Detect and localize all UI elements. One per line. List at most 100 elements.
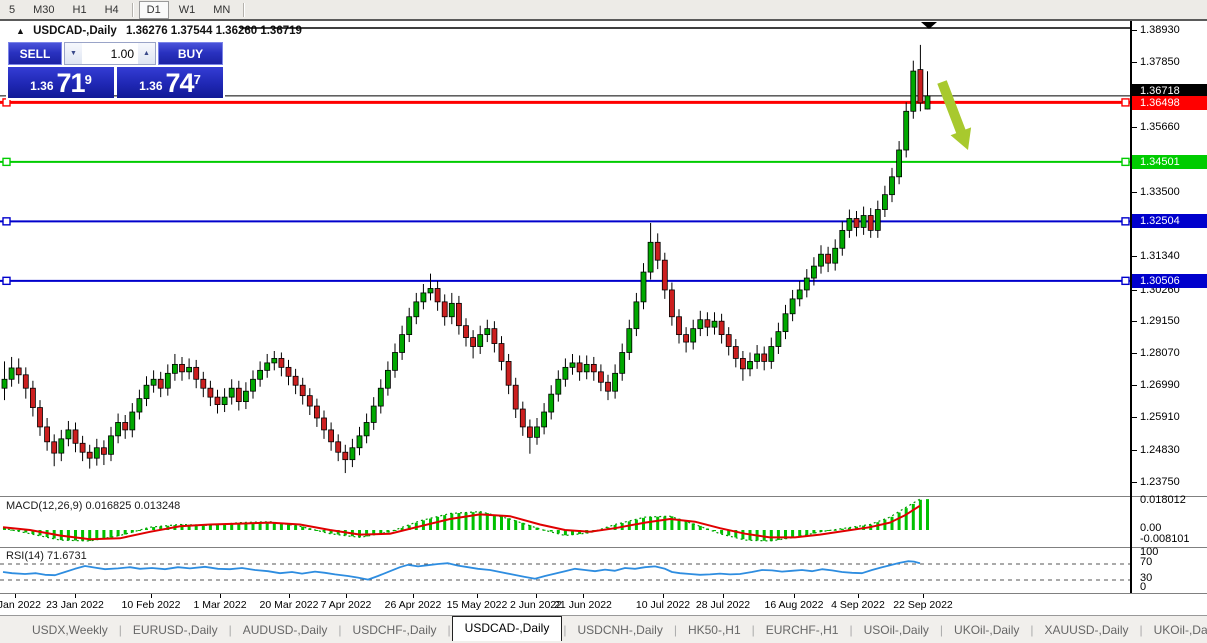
volume-input[interactable] xyxy=(82,43,138,64)
hline-handle[interactable] xyxy=(2,217,11,226)
timeframe-button-h4[interactable]: H4 xyxy=(104,3,119,16)
sell-button[interactable]: SELL xyxy=(8,42,62,65)
axis-tick xyxy=(1132,256,1137,257)
volume-increase-button[interactable]: ▲ xyxy=(138,43,155,64)
candle-body xyxy=(882,194,888,210)
timeframe-button-mn[interactable]: MN xyxy=(213,3,231,16)
candle-body xyxy=(839,229,846,249)
candle-body xyxy=(250,378,256,392)
hline-handle[interactable] xyxy=(1121,157,1130,167)
candle-body xyxy=(818,253,824,267)
candle-body xyxy=(51,441,58,454)
chart-tab-ukoil-da[interactable]: UKOil-,Da xyxy=(1153,622,1207,637)
candle-body xyxy=(796,289,803,300)
macd-histogram-bar xyxy=(407,525,411,530)
chart-tab-usdchf-daily[interactable]: USDCHF-,Daily xyxy=(352,622,437,637)
timeframe-button-m30[interactable]: M30 xyxy=(33,3,55,16)
candle-body xyxy=(697,319,704,330)
candle-body xyxy=(356,435,363,449)
macd-histogram-bar xyxy=(571,530,574,535)
candle-body xyxy=(768,346,775,362)
price-tick-label: 1.35660 xyxy=(1140,121,1180,133)
date-axis[interactable]: 4 Jan 2022 23 Jan 2022 10 Feb 2022 1 Mar 20… xyxy=(0,594,1130,615)
chart-tab-usdcad-daily[interactable]: USDCAD-,Daily xyxy=(451,616,563,641)
macd-histogram-bar xyxy=(904,508,908,530)
candle-body xyxy=(413,301,420,318)
collapse-panel-icon[interactable]: ▲ xyxy=(16,26,25,36)
candle-body xyxy=(896,149,902,178)
toolbar-separator xyxy=(243,2,246,17)
chart-tab-hk50-h1[interactable]: HK50-,H1 xyxy=(687,622,741,637)
chart-tab-usdx-weekly[interactable]: USDX,Weekly xyxy=(32,622,108,637)
macd-splitter[interactable] xyxy=(0,496,1207,497)
date-axis-border xyxy=(0,593,1207,594)
candle-body xyxy=(661,259,668,291)
macd-axis-label: -0.008101 xyxy=(1140,533,1190,545)
chart-tab-xauusd-daily[interactable]: XAUUSD-,Daily xyxy=(1044,622,1129,637)
macd-histogram-bar xyxy=(649,516,653,530)
chart-tab-usdcnh-daily[interactable]: USDCNH-,Daily xyxy=(577,622,663,637)
candle-body xyxy=(924,95,931,110)
hline-handle[interactable] xyxy=(1121,276,1130,286)
annotation-arrow[interactable] xyxy=(937,80,972,150)
hline-handle[interactable] xyxy=(2,157,11,167)
sell-price-tile[interactable]: 1.36 71 9 xyxy=(8,67,114,98)
date-tick xyxy=(477,594,478,598)
hline-handle[interactable] xyxy=(2,98,11,107)
rsi-indicator-panel[interactable] xyxy=(0,548,1130,593)
hline-handle[interactable] xyxy=(1121,217,1130,226)
buy-price-tile[interactable]: 1.36 74 7 xyxy=(117,67,223,98)
date-label: 20 Mar 2022 xyxy=(259,599,319,611)
arrow-down-marker-icon[interactable] xyxy=(921,22,937,29)
date-tick xyxy=(151,594,152,598)
macd-histogram-bar xyxy=(216,524,219,530)
chart-window: ▲ USDCAD-,Daily 1.36276 1.37544 1.36260 … xyxy=(0,21,1207,615)
price-axis[interactable]: 1.38930 1.37850 1.35660 1.33500 1.31340 1.302… xyxy=(1132,21,1207,615)
candle-body xyxy=(548,393,555,413)
chart-tab-eurchf-h1[interactable]: EURCHF-,H1 xyxy=(765,622,839,637)
main-price-chart[interactable] xyxy=(0,21,1130,497)
tab-separator: | xyxy=(338,622,342,637)
chart-tab-eurusd-daily[interactable]: EURUSD-,Daily xyxy=(132,622,218,637)
macd-histogram-bar xyxy=(279,523,283,530)
sell-price-big: 71 xyxy=(56,68,86,98)
timeframe-button-d1[interactable]: D1 xyxy=(138,0,169,19)
candle-body xyxy=(754,353,760,362)
macd-indicator-panel[interactable] xyxy=(0,498,1130,547)
candle-body xyxy=(278,358,285,368)
macd-histogram-bar xyxy=(847,527,851,530)
rsi-splitter[interactable] xyxy=(0,547,1207,548)
chart-tab-usoil-daily[interactable]: USOil-,Daily xyxy=(863,622,929,637)
tab-separator: | xyxy=(563,622,567,637)
chart-tab-ukoil-daily[interactable]: UKOil-,Daily xyxy=(954,622,1020,637)
candle-body xyxy=(136,398,143,413)
candle-body xyxy=(605,381,611,392)
candle-body xyxy=(455,302,462,327)
candle-body xyxy=(235,387,242,403)
buy-button[interactable]: BUY xyxy=(158,42,223,65)
macd-histogram-bar xyxy=(329,530,333,534)
candle-body xyxy=(427,288,434,294)
candle-body xyxy=(647,241,654,273)
hline-handle[interactable] xyxy=(1121,98,1130,107)
macd-histogram-bar xyxy=(81,530,85,541)
candle-body xyxy=(321,417,327,431)
macd-histogram-bar xyxy=(152,527,156,530)
macd-histogram-bar xyxy=(223,524,227,530)
macd-histogram-bar xyxy=(528,525,532,530)
candle-body xyxy=(143,384,150,400)
chart-tab-audusd-daily[interactable]: AUDUSD-,Daily xyxy=(242,622,328,637)
volume-decrease-button[interactable]: ▼ xyxy=(65,43,82,64)
timeframe-button-w1[interactable]: W1 xyxy=(178,3,196,16)
timeframe-button-5[interactable]: 5 xyxy=(9,3,16,16)
candle-body xyxy=(590,363,597,373)
hline-handle[interactable] xyxy=(2,276,11,286)
candle-body xyxy=(562,366,569,380)
macd-histogram-bar xyxy=(365,530,369,537)
candle-body xyxy=(448,302,455,318)
date-tick xyxy=(15,594,16,598)
candle-body xyxy=(633,301,640,330)
tab-separator: | xyxy=(1030,622,1034,637)
timeframe-button-h1[interactable]: H1 xyxy=(72,3,87,16)
